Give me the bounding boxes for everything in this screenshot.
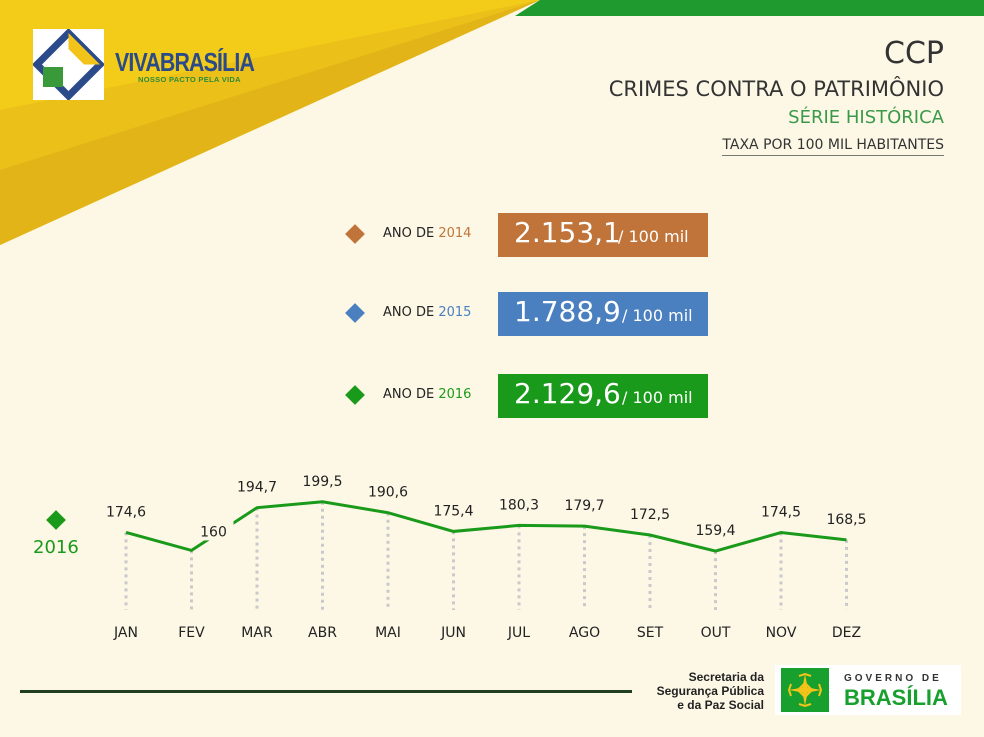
x-tick-label: DEZ — [832, 625, 861, 641]
data-label: 199,5 — [302, 474, 342, 490]
value-box: 2.153,1 / 100 mil — [498, 213, 708, 257]
secretaria-label: Secretaria da Segurança Pública e da Paz… — [656, 670, 764, 712]
value-box: 1.788,9 / 100 mil — [498, 292, 708, 336]
page-abbr: CCP — [884, 36, 944, 71]
x-tick-label: JAN — [113, 625, 138, 641]
governo-brasilia-logo: GOVERNO DE BRASÍLIA — [775, 665, 961, 715]
viva-brasilia-logo — [32, 28, 105, 101]
data-label: 179,7 — [564, 498, 604, 514]
per-unit: / 100 mil — [618, 227, 689, 246]
data-label: 175,4 — [433, 503, 473, 519]
annual-value: 1.788,9 — [514, 295, 621, 328]
data-label: 160 — [200, 524, 227, 540]
per-unit: / 100 mil — [622, 388, 693, 407]
label-backdrop — [193, 520, 234, 541]
annual-value: 2.129,6 — [514, 377, 621, 410]
per-unit: / 100 mil — [622, 306, 693, 325]
data-label: 172,5 — [630, 507, 670, 523]
unit-label: TAXA POR 100 MIL HABITANTES — [722, 137, 944, 156]
x-tick-label: ABR — [308, 625, 337, 641]
x-tick-label: MAR — [241, 625, 273, 641]
data-label: 174,5 — [761, 505, 801, 521]
year-label: ANO DE 2014 — [383, 226, 472, 241]
x-tick-label: JUN — [440, 625, 466, 641]
legend-series-name: 2016 — [33, 537, 79, 558]
data-label: 180,3 — [499, 497, 539, 513]
x-tick-label: OUT — [701, 625, 731, 641]
x-tick-label: MAI — [375, 625, 401, 641]
page-subtitle: SÉRIE HISTÓRICA — [788, 107, 944, 128]
annual-row-2015: ANO DE 2015 1.788,9 / 100 mil — [0, 292, 984, 336]
data-label: 174,6 — [106, 504, 146, 520]
annual-row-2014: ANO DE 2014 2.153,1 / 100 mil — [0, 213, 984, 257]
x-tick-label: NOV — [766, 625, 797, 641]
gov-top-label: GOVERNO DE — [844, 673, 942, 684]
brand-name: VIVABRASÍLIA — [115, 47, 255, 77]
data-label: 190,6 — [368, 485, 408, 501]
footer-divider — [20, 690, 632, 693]
annual-row-2016: ANO DE 2016 2.129,6 / 100 mil — [0, 374, 984, 418]
x-tick-label: SET — [637, 625, 664, 641]
x-tick-label: FEV — [178, 625, 205, 641]
year-label: ANO DE 2015 — [383, 305, 472, 320]
x-tick-label: AGO — [569, 625, 600, 641]
page-title: CRIMES CONTRA O PATRIMÔNIO — [608, 77, 944, 101]
value-box: 2.129,6 / 100 mil — [498, 374, 708, 418]
series-line — [125, 500, 847, 553]
brasilia-flag-icon — [781, 668, 829, 712]
data-label: 194,7 — [237, 480, 277, 496]
brand-tagline: NOSSO PACTO PELA VIDA — [138, 75, 241, 84]
gov-main-label: BRASÍLIA — [844, 685, 948, 710]
annual-value: 2.153,1 — [514, 216, 621, 249]
data-label: 168,5 — [826, 512, 866, 528]
data-label: 159,4 — [695, 523, 735, 539]
year-label: ANO DE 2016 — [383, 387, 472, 402]
x-tick-label: JUL — [507, 625, 530, 641]
